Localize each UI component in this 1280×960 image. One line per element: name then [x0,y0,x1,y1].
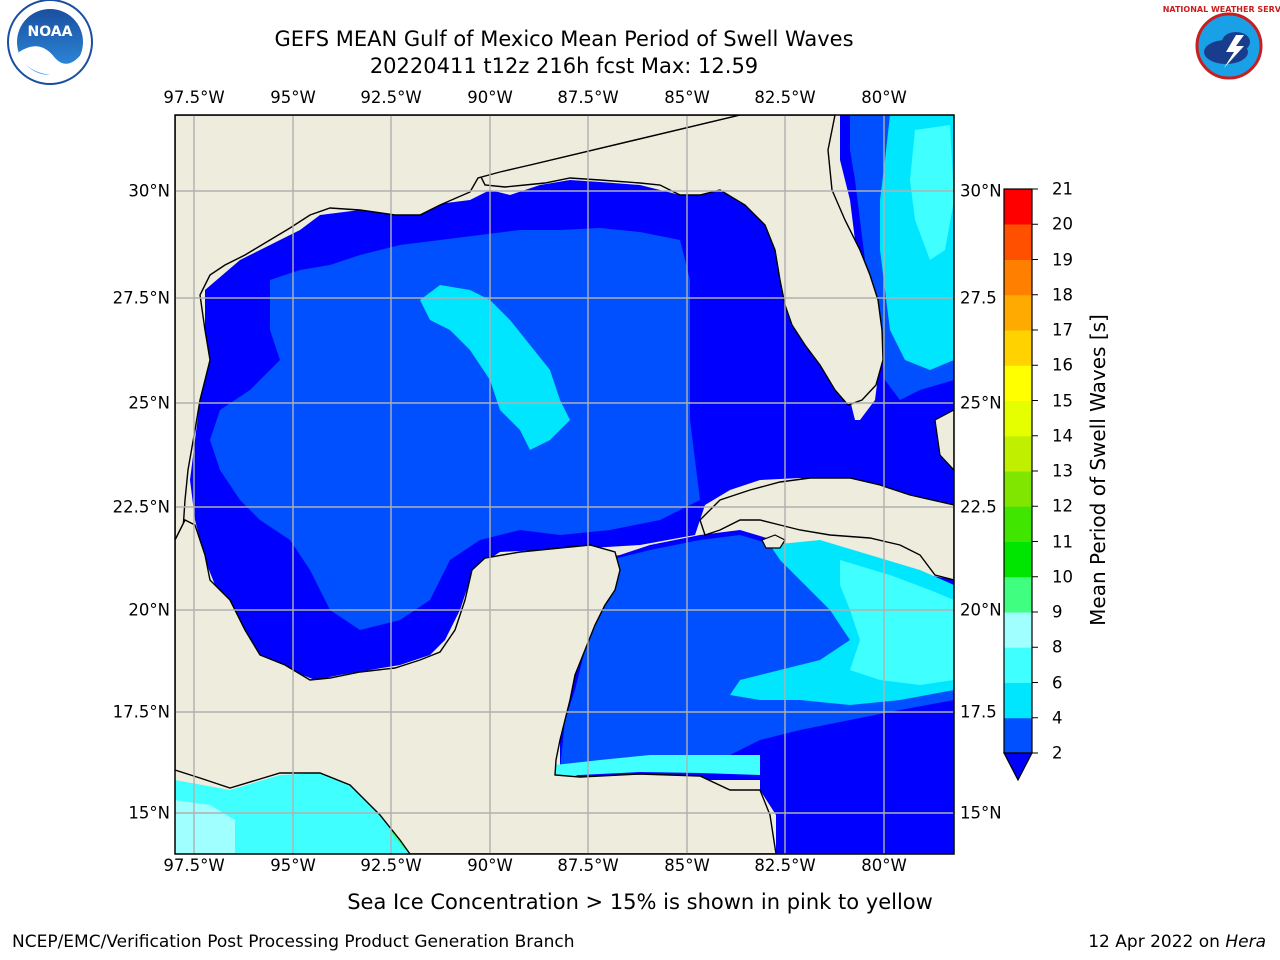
lat-tick-left: 20°N [128,600,170,620]
colorbar-swatch [1004,576,1032,613]
colorbar-swatch [1004,471,1032,507]
lon-tick-bottom: 90°W [467,856,513,875]
lon-tick-top: 90°W [467,88,513,107]
lon-tick-top: 80°W [861,88,907,107]
colorbar-tick-label: 20 [1052,214,1073,234]
map-grid [175,115,954,854]
lat-tick-right: 20°N [960,600,1002,620]
lon-tick-bottom: 82.5°W [754,856,816,875]
colorbar-tick-label: 10 [1052,567,1073,587]
honduras-coast-water [555,755,760,775]
credit-right: 12 Apr 2022 on Hera [1088,932,1266,952]
lon-tick-bottom: 80°W [861,856,907,875]
lat-tick-left: 27.5°N [112,288,170,308]
colorbar-tick-label: 9 [1052,602,1063,622]
lon-tick-top: 95°W [270,88,316,107]
lon-tick-bottom: 95°W [270,856,316,875]
colorbar-tick-label: 17 [1052,320,1073,340]
colorbar-tick-label: 16 [1052,355,1073,375]
chart-title: GEFS MEAN Gulf of Mexico Mean Period of … [274,27,854,51]
us-gulf-coast-land [175,115,741,542]
colorbar-tick-label: 14 [1052,426,1073,446]
colorbar [1003,188,1038,782]
chart-subtitle: 20220411 t12z 216h fcst Max: 12.59 [369,54,759,78]
lon-tick-top: 87.5°W [557,88,619,107]
national-weather-service-logo: NATIONAL WEATHER SERVICE [1163,0,1280,92]
colorbar-tick-label: 6 [1052,673,1063,692]
cuba-land [699,477,954,581]
bahamas-land [934,409,954,471]
colorbar-title: Mean Period of Swell Waves [s] [1086,314,1110,626]
lat-tick-right: 17.5 [960,702,997,722]
colorbar-swatch [1004,294,1032,331]
lat-tick-right: 22.5 [960,497,997,517]
colorbar-extend-triangle [1003,752,1033,782]
map-frame [174,114,955,855]
lat-tick-right: 25°N [960,393,1002,413]
isle-of-youth [761,534,786,549]
colorbar-tick-label: 8 [1052,637,1063,657]
colorbar-tick-label: 13 [1052,461,1073,481]
lat-tick-left: 15°N [128,803,170,823]
colorbar-tick-label: 12 [1052,496,1073,516]
credit-host: Hera [1225,932,1266,952]
colorbar-tick-label: 11 [1052,532,1073,551]
colorbar-swatch [1004,400,1032,437]
colorbar-swatch [1004,717,1032,754]
lat-tick-right: 27.5 [960,288,997,308]
credit-left: NCEP/EMC/Verification Post Processing Pr… [12,932,575,952]
lon-tick-top: 85°W [664,88,710,107]
lat-tick-left: 30°N [128,181,170,201]
noaa-logo: NOAA [7,0,93,85]
lon-tick-bottom: 87.5°W [557,856,619,875]
noaa-logo-text: NOAA [28,24,73,40]
colorbar-swatch [1004,541,1032,578]
lat-tick-left: 25°N [128,393,170,413]
lat-tick-right: 15°N [960,803,1002,823]
lat-tick-left: 17.5°N [112,702,170,722]
lon-tick-top: 92.5°W [360,88,422,107]
colorbar-swatch [1004,682,1032,719]
lon-tick-bottom: 97.5°W [163,856,225,875]
colorbar-tick-label: 2 [1052,743,1063,763]
colorbar-swatch [1004,259,1032,296]
colorbar-swatch [1004,224,1032,260]
nws-logo-text: NATIONAL WEATHER SERVICE [1163,5,1280,14]
colorbar-tick-label: 21 [1052,179,1073,199]
lon-tick-bottom: 92.5°W [360,856,422,875]
colorbar-swatch [1004,506,1032,542]
map-plot-area[interactable] [175,115,954,854]
colorbar-tick-label: 18 [1052,285,1073,305]
colorbar-tick-label: 15 [1052,391,1073,410]
lon-tick-top: 82.5°W [754,88,816,107]
florida-peninsula [478,115,884,406]
sea-ice-note: Sea Ice Concentration > 15% is shown in … [347,890,933,914]
lat-tick-right: 30°N [960,181,1002,201]
colorbar-swatch [1004,612,1032,648]
colorbar-swatch [1004,647,1032,683]
lat-tick-left: 22.5°N [112,497,170,517]
colorbar-tick-label: 4 [1052,708,1063,728]
gulf-water-4-6s [210,228,700,630]
caribbean-water-8-9s [840,560,954,685]
colorbar-swatch [1004,365,1032,401]
colorbar-swatch [1004,435,1032,472]
credit-date: 12 Apr 2022 on [1088,932,1220,952]
lon-tick-top: 97.5°W [163,88,225,107]
colorbar-swatch [1004,189,1032,225]
lon-tick-bottom: 85°W [664,856,710,875]
colorbar-swatch [1004,330,1032,366]
gulf-water-6-8s [420,285,570,450]
colorbar-tick-label: 19 [1052,250,1073,269]
atlantic-water-8-9s [910,125,954,260]
